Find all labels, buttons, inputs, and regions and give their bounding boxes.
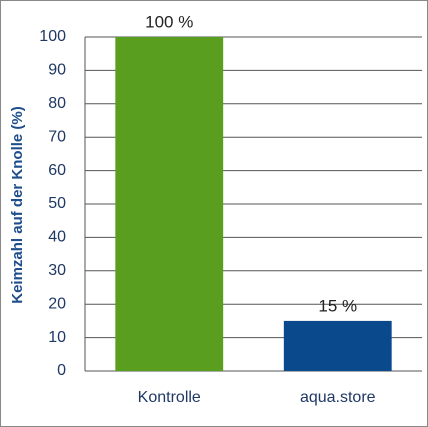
y-tick-label: 70 [48,128,66,145]
x-tick-label: aqua.store [300,389,376,406]
bar [115,37,224,371]
y-tick-label: 100 [39,28,66,45]
x-tick-label: Kontrolle [138,389,201,406]
y-tick-label: 0 [57,362,66,379]
y-tick-label: 10 [48,329,66,346]
bar [283,320,392,371]
y-tick-label: 20 [48,295,66,312]
y-tick-label: 60 [48,162,66,179]
y-tick-label: 80 [48,95,66,112]
y-tick-label: 40 [48,229,66,246]
y-axis-label: Keimzahl auf der Knolle (%) [9,106,26,304]
value-label: 100 % [145,12,193,31]
value-label: 15 % [318,296,357,315]
y-tick-label: 30 [48,262,66,279]
y-tick-label: 50 [48,195,66,212]
y-tick-label: 90 [48,62,66,79]
